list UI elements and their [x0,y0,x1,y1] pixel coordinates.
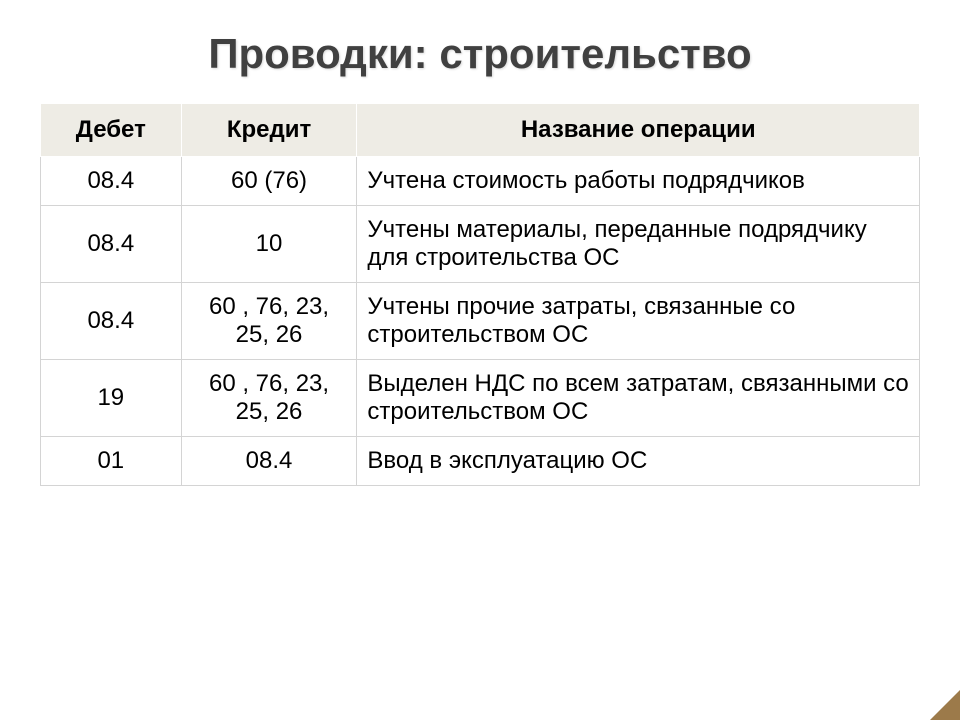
cell-operation: Выделен НДС по всем затратам, связанными… [357,360,920,437]
cell-operation: Ввод в эксплуатацию ОС [357,437,920,486]
cell-operation: Учтена стоимость работы подрядчиков [357,157,920,206]
table-header-row: Дебет Кредит Название операции [41,104,920,157]
cell-credit: 60 , 76, 23, 25, 26 [181,360,357,437]
corner-decoration-icon [930,690,960,720]
cell-debit: 08.4 [41,206,182,283]
cell-debit: 08.4 [41,283,182,360]
cell-operation: Учтены материалы, переданные подрядчику … [357,206,920,283]
table-row: 19 60 , 76, 23, 25, 26 Выделен НДС по вс… [41,360,920,437]
header-credit: Кредит [181,104,357,157]
table-row: 08.4 10 Учтены материалы, переданные под… [41,206,920,283]
header-operation: Название операции [357,104,920,157]
table-row: 08.4 60 (76) Учтена стоимость работы под… [41,157,920,206]
cell-credit: 60 (76) [181,157,357,206]
cell-debit: 19 [41,360,182,437]
header-debit: Дебет [41,104,182,157]
cell-debit: 08.4 [41,157,182,206]
table-row: 08.4 60 , 76, 23, 25, 26 Учтены прочие з… [41,283,920,360]
cell-credit: 10 [181,206,357,283]
accounting-table: Дебет Кредит Название операции 08.4 60 (… [40,103,920,486]
cell-credit: 60 , 76, 23, 25, 26 [181,283,357,360]
cell-debit: 01 [41,437,182,486]
cell-operation: Учтены прочие затраты, связанные со стро… [357,283,920,360]
cell-credit: 08.4 [181,437,357,486]
table-row: 01 08.4 Ввод в эксплуатацию ОС [41,437,920,486]
page-title: Проводки: строительство [40,30,920,78]
